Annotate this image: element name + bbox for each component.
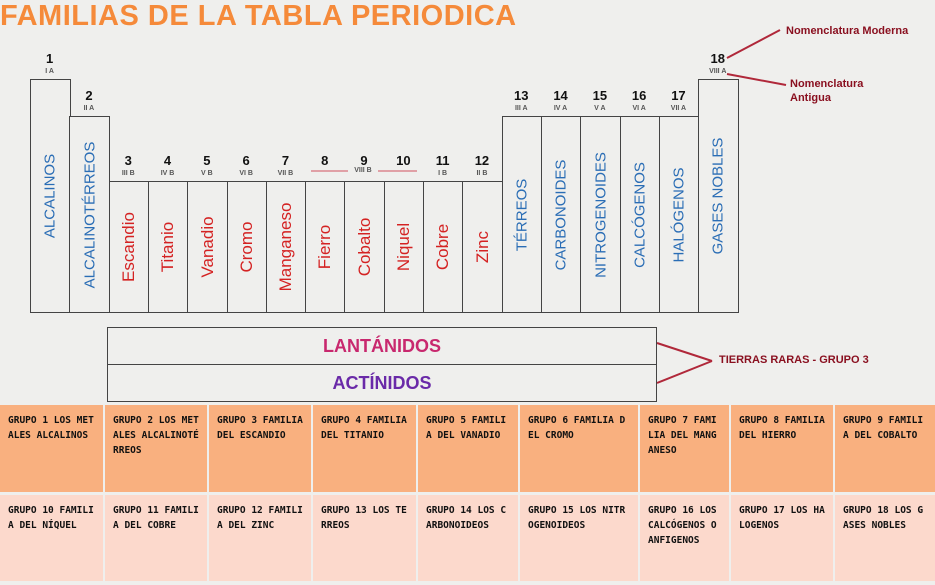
group-number: 7 — [281, 153, 290, 168]
group-name: NITROGENOIDES — [592, 151, 610, 278]
group-old-number: VII A — [670, 105, 687, 112]
group-column-5: Vanadio — [187, 181, 228, 313]
old-nomenclature-label: Nomenclatura Antigua — [790, 78, 864, 104]
group-column-6: Cromo — [226, 181, 268, 313]
group-column-4: Titanio — [147, 181, 189, 313]
group-number: 3 — [124, 153, 132, 168]
group-old-number: VII B — [277, 170, 294, 177]
group-column-7: Manganeso — [265, 181, 307, 313]
group-number: 16 — [631, 88, 647, 103]
group-number: 8 — [321, 153, 329, 168]
group-old-number: I B — [438, 170, 448, 177]
lanthanides-label: LANTÁNIDOS — [323, 336, 441, 356]
group-old-number: VIII A — [709, 68, 727, 75]
group-old-number: I A — [45, 68, 54, 75]
group-name: CALCÓGENOS — [631, 161, 649, 268]
group-number: 5 — [203, 153, 211, 168]
group-old-number: III A — [514, 105, 528, 112]
rare-earths-label: TIERRAS RARAS - GRUPO 3 — [719, 354, 869, 366]
group-name: CARBONOIDES — [552, 159, 570, 270]
family-cell: GRUPO 15 LOS NITROGENOIDEOS — [520, 495, 638, 581]
group-number: 9 — [360, 153, 368, 168]
group-name: Niquel — [394, 222, 414, 272]
group-old-number: III B — [121, 170, 135, 177]
family-cell: GRUPO 16 LOS CALCÓGENOS O ANFIGENOS — [640, 495, 729, 581]
group-column-17: HALÓGENOS — [658, 116, 700, 313]
family-cell: GRUPO 1 LOS METALES ALCALINOS — [0, 405, 103, 492]
group-name: Cobre — [433, 223, 453, 271]
group-name: Cobalto — [354, 217, 374, 277]
family-cell: GRUPO 8 FAMILIA DEL HIERRO — [731, 405, 833, 492]
group-column-10: Niquel — [383, 181, 425, 313]
group-old-number: IV A — [553, 105, 568, 112]
group-number: 10 — [396, 153, 411, 168]
family-cell: GRUPO 17 LOS HALOGENOS — [731, 495, 833, 581]
group-column-2: ALCALINOTÉRREOS — [69, 116, 111, 313]
group-name: Titanio — [158, 221, 178, 273]
group-column-14: CARBONOIDES — [540, 116, 582, 313]
modern-nomenclature-label: Nomenclatura Moderna — [786, 25, 909, 37]
group-number: 13 — [514, 88, 529, 103]
group-column-3: Escandio — [108, 181, 150, 313]
group-old-number: II A — [83, 105, 95, 112]
group-old-number: IV B — [160, 170, 175, 177]
family-cell: GRUPO 9 FAMILIA DEL COBALTO — [835, 405, 935, 492]
group-number: 14 — [553, 88, 568, 103]
group-old-number: V B — [201, 170, 213, 177]
page-title: FAMILIAS DE LA TABLA PERIODICA — [0, 0, 517, 32]
group-column-18: GASES NOBLES — [698, 79, 739, 313]
group-name: ALCALINOS — [41, 153, 59, 239]
family-cell: GRUPO 12 FAMILIA DEL ZINC — [209, 495, 311, 581]
actinides-label: ACTÍNIDOS — [332, 373, 432, 393]
group-name: GASES NOBLES — [709, 137, 727, 255]
group-number: 12 — [474, 153, 490, 168]
group-number: 2 — [85, 88, 93, 103]
group-old-number: II B — [476, 170, 488, 177]
group-number: 18 — [710, 51, 725, 66]
family-cell: GRUPO 3 FAMILIA DEL ESCANDIO — [209, 405, 311, 492]
lanthanides-row: LANTÁNIDOS — [107, 327, 657, 365]
group-column-13: TÉRREOS — [501, 116, 543, 313]
group-name: Cromo — [236, 221, 256, 273]
family-cell: GRUPO 18 LOS GASES NOBLES — [835, 495, 935, 581]
family-cell: GRUPO 11 FAMILIA DEL COBRE — [105, 495, 207, 581]
family-cell: GRUPO 7 FAMILIA DEL MANGANESO — [640, 405, 729, 492]
group-number: 1 — [46, 51, 54, 66]
group-name: Escandio — [118, 212, 138, 282]
group-old-number: VI B — [239, 170, 253, 177]
family-cell: GRUPO 14 LOS CARBONOIDEOS — [418, 495, 518, 581]
group-column-16: CALCÓGENOS — [619, 116, 661, 313]
family-cell: GRUPO 5 FAMILIA DEL VANADIO — [418, 405, 518, 492]
group-column-11: Cobre — [423, 181, 464, 313]
group-number: 11 — [435, 153, 450, 168]
group-column-8: Fierro — [305, 181, 346, 313]
group-name: TÉRREOS — [513, 178, 531, 251]
group-column-15: NITROGENOIDES — [580, 116, 621, 313]
group-column-9: Cobalto — [344, 181, 386, 313]
family-cell: GRUPO 6 FAMILIA DEL CROMO — [520, 405, 638, 492]
group-number: 4 — [163, 153, 172, 168]
group-name: Fierro — [315, 224, 335, 270]
group-column-12: Zinc — [462, 181, 504, 313]
group-name: Manganeso — [276, 202, 296, 292]
actinides-row: ACTÍNIDOS — [107, 364, 657, 402]
group-number: 17 — [671, 88, 686, 103]
group-name: HALÓGENOS — [670, 166, 688, 263]
family-cell: GRUPO 2 LOS METALES ALCALINOTÉRREOS — [105, 405, 207, 492]
group-name: ALCALINOTÉRREOS — [81, 141, 99, 288]
family-cell: GRUPO 4 FAMILIA DEL TITANIO — [313, 405, 416, 492]
viii-b-label: VIII B — [354, 167, 372, 174]
group-old-number: VI A — [632, 105, 646, 112]
group-column-1: ALCALINOS — [30, 79, 71, 313]
group-name: Zinc — [472, 230, 492, 264]
family-cell: GRUPO 13 LOS TERREOS — [313, 495, 416, 581]
group-number: 15 — [592, 88, 608, 103]
group-old-number: V A — [594, 105, 606, 112]
family-cell: GRUPO 10 FAMILIA DEL NÍQUEL — [0, 495, 103, 581]
group-name: Vanadio — [197, 216, 217, 278]
group-number: 6 — [242, 153, 250, 168]
